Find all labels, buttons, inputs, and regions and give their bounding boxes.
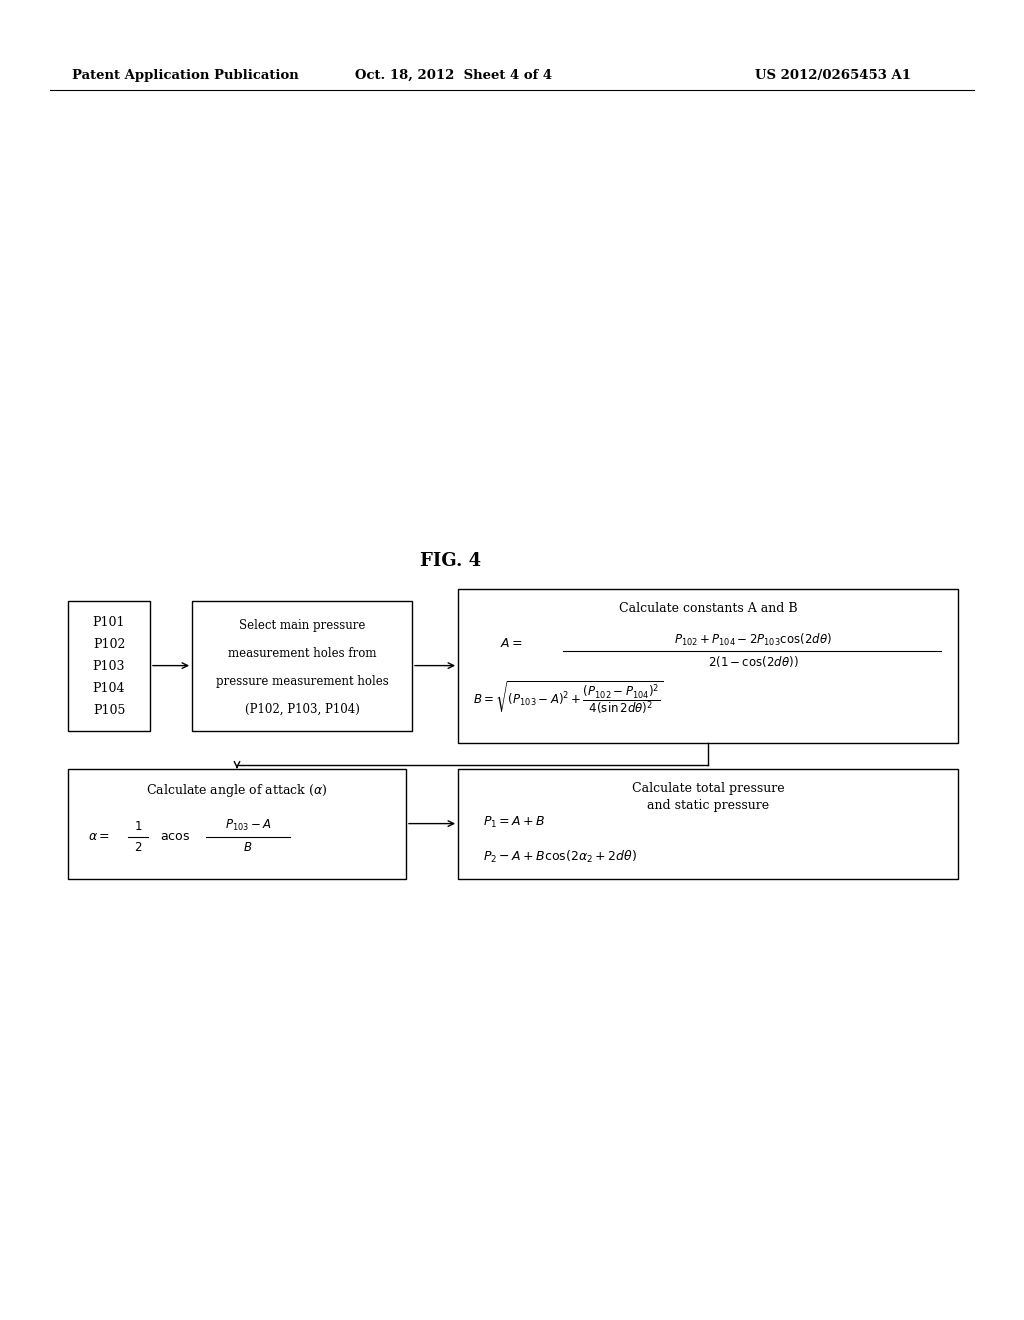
Text: $P_{103}-A$: $P_{103}-A$ — [224, 817, 271, 833]
Text: P104: P104 — [93, 682, 125, 694]
Text: Calculate total pressure
and static pressure: Calculate total pressure and static pres… — [632, 781, 784, 812]
Text: Select main pressure: Select main pressure — [239, 619, 366, 631]
Text: $1$: $1$ — [134, 820, 142, 833]
Text: Oct. 18, 2012  Sheet 4 of 4: Oct. 18, 2012 Sheet 4 of 4 — [355, 69, 552, 82]
Text: $P_{102}+P_{104}-2P_{103}\cos(2d\theta)$: $P_{102}+P_{104}-2P_{103}\cos(2d\theta)$ — [674, 631, 831, 648]
Text: Patent Application Publication: Patent Application Publication — [72, 69, 299, 82]
Bar — [458, 768, 958, 879]
Text: $2(1-\cos(2d\theta))$: $2(1-\cos(2d\theta))$ — [708, 653, 799, 669]
Text: $P_2-A+B\cos(2\alpha_2+2d\theta)$: $P_2-A+B\cos(2\alpha_2+2d\theta)$ — [483, 849, 637, 865]
Text: P105: P105 — [93, 704, 125, 717]
Text: $B$: $B$ — [244, 841, 253, 854]
Bar — [68, 768, 406, 879]
Text: $\mathrm{acos}$: $\mathrm{acos}$ — [160, 830, 190, 843]
Text: P103: P103 — [93, 660, 125, 673]
Bar — [458, 589, 958, 743]
Text: $A=$: $A=$ — [500, 638, 523, 651]
Text: Calculate constants A and B: Calculate constants A and B — [618, 602, 798, 615]
Text: pressure measurement holes: pressure measurement holes — [216, 675, 388, 688]
Text: (P102, P103, P104): (P102, P103, P104) — [245, 702, 359, 715]
Text: P102: P102 — [93, 638, 125, 651]
Text: measurement holes from: measurement holes from — [227, 647, 376, 660]
Text: $\alpha=$: $\alpha=$ — [88, 830, 110, 843]
Text: $P_1=A+B$: $P_1=A+B$ — [483, 814, 546, 830]
Text: $2$: $2$ — [134, 841, 142, 854]
Bar — [193, 601, 412, 730]
Text: $B=\sqrt{(P_{103}-A)^2+\dfrac{(P_{102}-P_{104})^2}{4(\sin2d\theta)^2}}$: $B=\sqrt{(P_{103}-A)^2+\dfrac{(P_{102}-P… — [473, 680, 664, 717]
Bar — [68, 601, 150, 730]
Text: Calculate angle of attack ($\alpha$): Calculate angle of attack ($\alpha$) — [146, 781, 328, 799]
Text: US 2012/0265453 A1: US 2012/0265453 A1 — [755, 69, 911, 82]
Text: FIG. 4: FIG. 4 — [420, 552, 481, 570]
Text: P101: P101 — [93, 615, 125, 628]
